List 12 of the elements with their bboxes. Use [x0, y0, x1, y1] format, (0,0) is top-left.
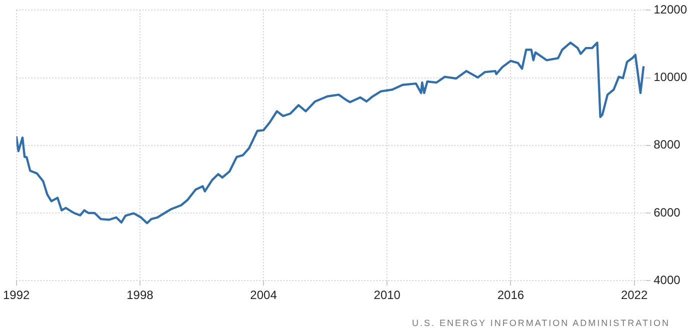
text: U.S. ENERGY INFORMATION ADMINISTRATION — [412, 318, 670, 328]
x-tick-label: 2004 — [250, 288, 278, 302]
x-tick-label: 2010 — [374, 288, 401, 302]
y-tick-label: 4000 — [654, 272, 681, 287]
x-tick-label: 1992 — [2, 288, 30, 302]
y-tick-label: 12000 — [654, 2, 688, 17]
y-tick-label: 8000 — [654, 138, 681, 152]
y-tick-label: 6000 — [654, 205, 681, 220]
x-tick-label: 1998 — [126, 288, 154, 302]
x-tick-label: 2016 — [497, 288, 524, 302]
y-tick-label: 10000 — [654, 70, 688, 84]
x-tick-label: 2022 — [620, 288, 648, 302]
